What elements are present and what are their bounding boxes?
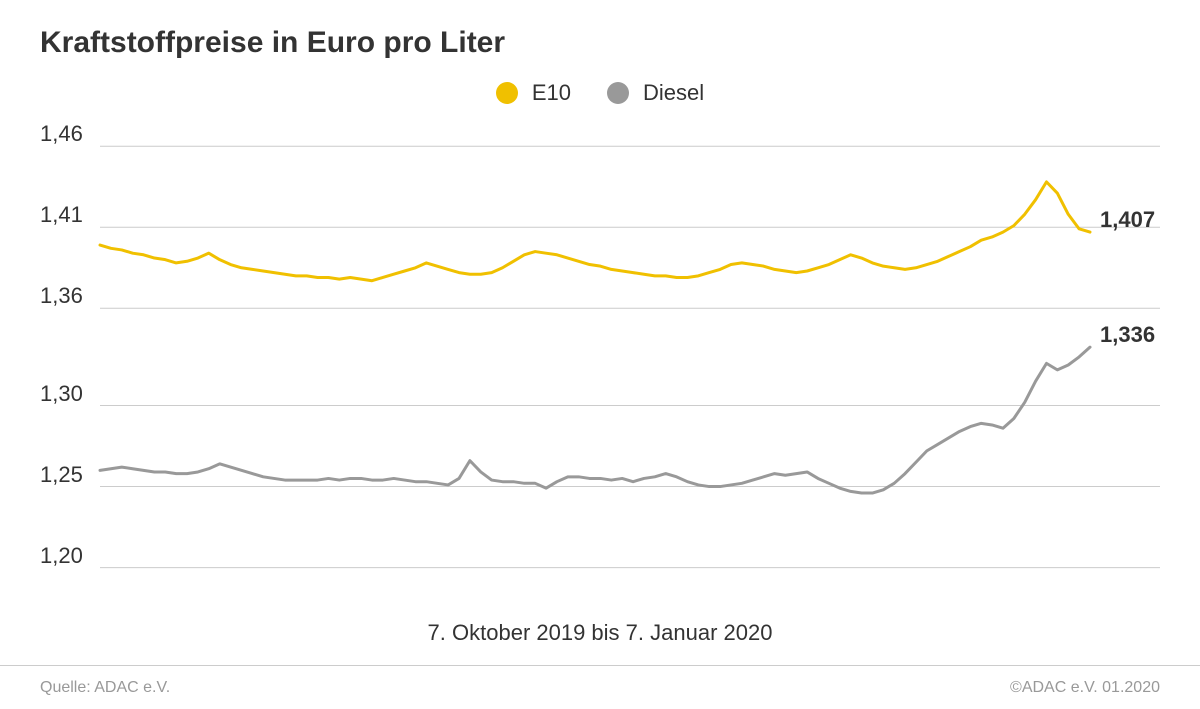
chart-area: 1,201,251,301,361,411,461,4071,336 [40, 130, 1160, 610]
legend-dot-icon [496, 82, 518, 104]
legend-dot-icon [607, 82, 629, 104]
y-tick-label: 1,25 [40, 462, 83, 488]
series-end-label: 1,407 [1100, 207, 1155, 233]
y-tick-label: 1,46 [40, 121, 83, 147]
chart-svg [40, 130, 1160, 610]
series-end-label: 1,336 [1100, 322, 1155, 348]
chart-title: Kraftstoffpreise in Euro pro Liter [40, 26, 505, 60]
footer-copyright: ©ADAC e.V. 01.2020 [1010, 679, 1160, 697]
footer: Quelle: ADAC e.V. ©ADAC e.V. 01.2020 [0, 665, 1200, 709]
legend-label: E10 [532, 80, 571, 106]
legend-label: Diesel [643, 80, 704, 106]
chart-container: Kraftstoffpreise in Euro pro Liter E10 Di… [0, 0, 1200, 709]
footer-source: Quelle: ADAC e.V. [40, 679, 170, 697]
legend-item: Diesel [607, 80, 704, 106]
legend-item: E10 [496, 80, 571, 106]
y-tick-label: 1,41 [40, 202, 83, 228]
legend: E10 Diesel [0, 80, 1200, 110]
x-axis-label: 7. Oktober 2019 bis 7. Januar 2020 [0, 620, 1200, 646]
y-tick-label: 1,30 [40, 381, 83, 407]
y-tick-label: 1,20 [40, 543, 83, 569]
y-tick-label: 1,36 [40, 283, 83, 309]
